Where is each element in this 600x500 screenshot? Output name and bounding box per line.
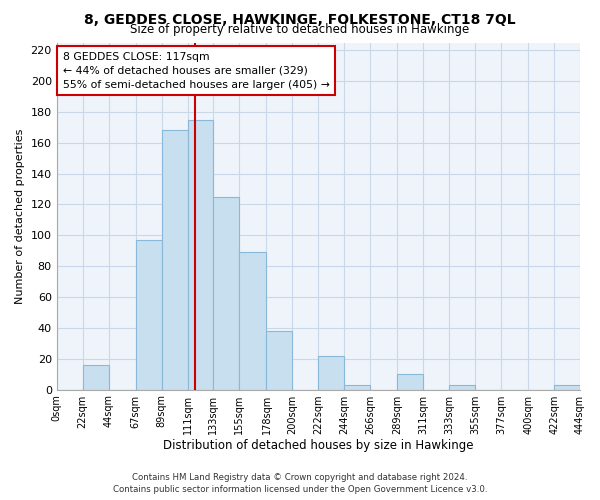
Bar bbox=[136, 240, 161, 390]
Bar bbox=[319, 356, 344, 390]
Bar bbox=[239, 252, 266, 390]
Text: Contains HM Land Registry data © Crown copyright and database right 2024.
Contai: Contains HM Land Registry data © Crown c… bbox=[113, 472, 487, 494]
X-axis label: Distribution of detached houses by size in Hawkinge: Distribution of detached houses by size … bbox=[163, 440, 473, 452]
Bar bbox=[214, 197, 239, 390]
Text: 8, GEDDES CLOSE, HAWKINGE, FOLKESTONE, CT18 7QL: 8, GEDDES CLOSE, HAWKINGE, FOLKESTONE, C… bbox=[84, 12, 516, 26]
Bar bbox=[554, 385, 580, 390]
Bar bbox=[83, 365, 109, 390]
Bar bbox=[344, 385, 370, 390]
Text: Size of property relative to detached houses in Hawkinge: Size of property relative to detached ho… bbox=[130, 22, 470, 36]
Bar bbox=[266, 331, 292, 390]
Bar bbox=[397, 374, 423, 390]
Bar bbox=[161, 130, 187, 390]
Bar bbox=[449, 385, 475, 390]
Y-axis label: Number of detached properties: Number of detached properties bbox=[15, 128, 25, 304]
Text: 8 GEDDES CLOSE: 117sqm
← 44% of detached houses are smaller (329)
55% of semi-de: 8 GEDDES CLOSE: 117sqm ← 44% of detached… bbox=[62, 52, 329, 90]
Bar bbox=[187, 120, 214, 390]
